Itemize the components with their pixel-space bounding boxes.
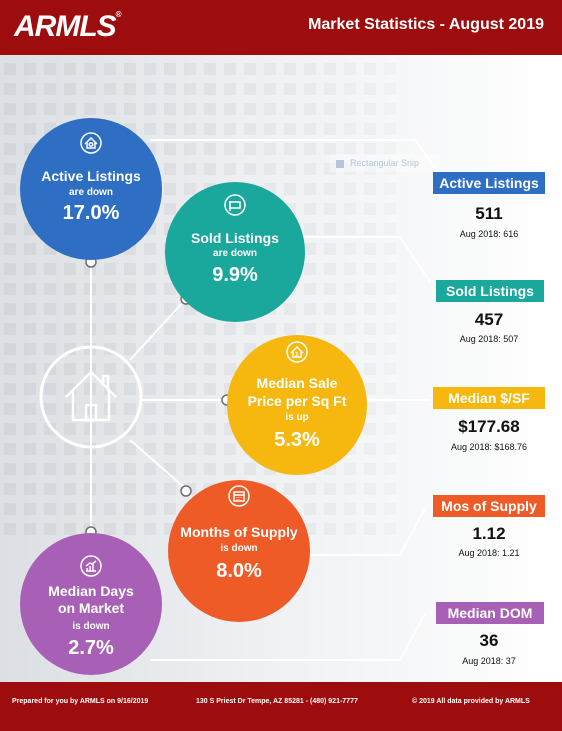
house-icon xyxy=(65,370,117,422)
median-dom-label-line2: on Market xyxy=(57,600,125,616)
prev-median-dom: Aug 2018: 37 xyxy=(462,656,516,666)
footer-address: 130 S Priest Dr Tempe, AZ 85281 - (480) … xyxy=(196,698,358,705)
circle-median-price-sqft: $ Median Sale Price per Sq Ft is up 5.3% xyxy=(227,335,367,475)
circle-sold-listings: Sold Listings are down 9.9% xyxy=(165,182,305,322)
footer-copyright: © 2019 All data provided by ARMLS xyxy=(412,698,530,705)
sold-listings-pct: 9.9% xyxy=(212,264,258,286)
page-title: Market Statistics - August 2019 xyxy=(308,16,544,33)
sold-sign-icon xyxy=(224,194,246,216)
value-sold-listings: 457 xyxy=(474,310,504,329)
median-price-label-line2: Price per Sq Ft xyxy=(247,393,347,409)
rectangular-snip-overlay: Rectangular Snip xyxy=(330,154,440,172)
tag-median-dom: Median DOM xyxy=(436,602,544,624)
circle-active-listings: Active Listings are down 17.0% xyxy=(20,118,162,260)
value-median-price: $177.68 xyxy=(458,417,520,436)
chart-icon xyxy=(80,555,102,577)
median-price-change: is up xyxy=(285,412,309,423)
active-listings-pct: 17.0% xyxy=(62,202,120,224)
median-dom-pct: 2.7% xyxy=(68,637,114,659)
value-active-listings: 511 xyxy=(475,204,503,223)
sold-listings-change: are down xyxy=(213,248,257,259)
months-supply-change: is down xyxy=(220,543,258,554)
tag-active-listings: Active Listings xyxy=(433,172,545,194)
prev-sold-listings: Aug 2018: 507 xyxy=(459,334,519,344)
tag-median-price: Median $/SF xyxy=(433,387,545,409)
prev-months-supply: Aug 2018: 1.21 xyxy=(458,548,520,558)
tag-months-supply: Mos of Supply xyxy=(433,495,545,517)
value-months-supply: 1.12 xyxy=(472,524,506,543)
prev-active-listings: Aug 2018: 616 xyxy=(459,229,519,239)
svg-text:$: $ xyxy=(295,351,299,358)
active-listings-label: Active Listings xyxy=(41,168,141,184)
circle-months-supply: Months of Supply is down 8.0% xyxy=(168,480,310,622)
house-dollar-icon: $ xyxy=(286,341,308,363)
median-price-label-line1: Median Sale xyxy=(256,375,338,391)
circle-median-dom: Median Days on Market is down 2.7% xyxy=(20,533,162,675)
value-median-dom: 36 xyxy=(479,631,499,650)
active-listings-change: are down xyxy=(69,187,113,198)
house-gear-icon xyxy=(80,132,102,154)
median-dom-change: is down xyxy=(72,621,110,632)
months-supply-pct: 8.0% xyxy=(216,560,262,582)
footer-prepared: Prepared for you by ARMLS on 9/16/2019 xyxy=(12,698,149,705)
sold-listings-label: Sold Listings xyxy=(191,230,279,246)
header: ARMLS® Market Statistics - August 2019 xyxy=(0,0,562,55)
armls-logo: ARMLS® xyxy=(14,10,122,43)
median-dom-label-line1: Median Days xyxy=(48,583,134,599)
footer: Prepared for you by ARMLS on 9/16/2019 1… xyxy=(0,682,562,731)
snip-icon xyxy=(336,159,344,168)
prev-median-price: Aug 2018: $168.76 xyxy=(450,442,528,452)
median-price-pct: 5.3% xyxy=(274,429,320,451)
months-supply-label: Months of Supply xyxy=(180,524,298,540)
calendar-icon xyxy=(228,485,250,507)
tag-sold-listings: Sold Listings xyxy=(436,280,544,302)
